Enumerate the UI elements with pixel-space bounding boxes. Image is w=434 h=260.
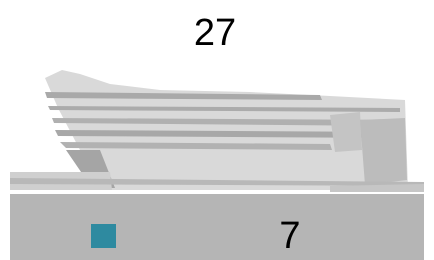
game-scene: 27 7: [0, 0, 434, 260]
player-block: [91, 224, 116, 248]
score: 27: [194, 12, 236, 54]
page: {"hud": {"score": 27, "counter": 7}} 27 …: [0, 0, 434, 260]
ground: [10, 194, 424, 260]
counter: 7: [279, 215, 300, 257]
